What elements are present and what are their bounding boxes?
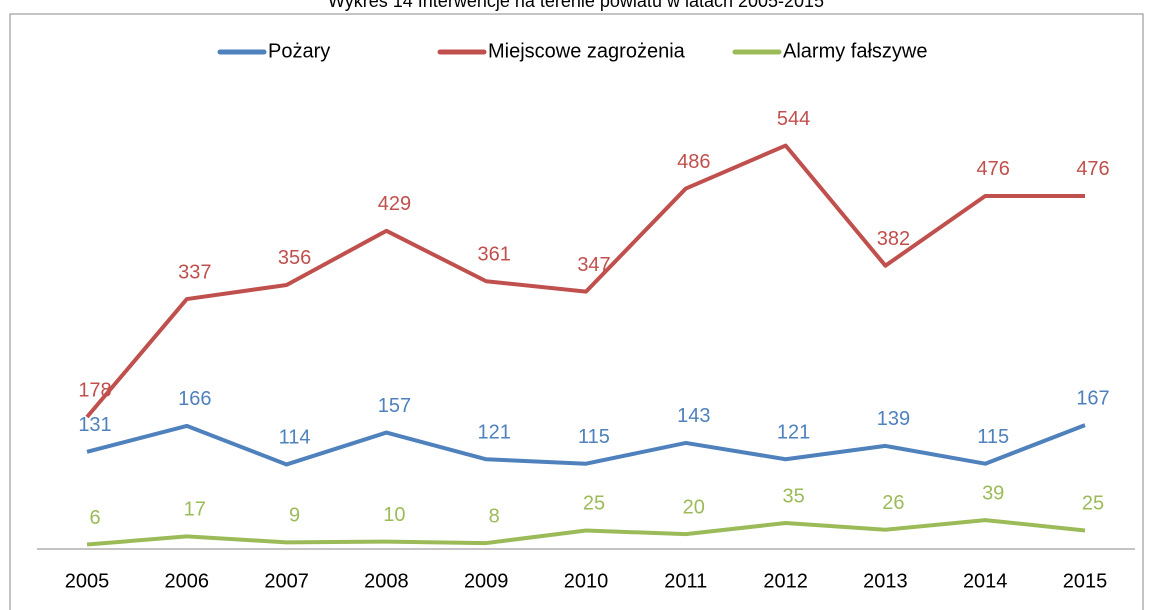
data-label: 26: [882, 492, 904, 514]
data-label: 121: [478, 422, 511, 444]
data-label: 382: [877, 228, 910, 250]
legend-label: Pożary: [268, 40, 330, 62]
data-label: 337: [178, 261, 211, 283]
x-tick-label: 2013: [863, 570, 908, 592]
data-label: 167: [1076, 387, 1109, 409]
data-label: 178: [78, 379, 111, 401]
data-label: 20: [683, 496, 705, 518]
data-label: 544: [777, 108, 810, 130]
data-label: 139: [877, 408, 910, 430]
data-label: 25: [1082, 493, 1104, 515]
x-tick-label: 2010: [564, 570, 609, 592]
series-line: [86, 518, 1086, 547]
x-tick-label: 2006: [165, 570, 210, 592]
data-label: 131: [78, 414, 111, 436]
data-label: 486: [677, 151, 710, 173]
data-label: 143: [677, 405, 710, 427]
data-label: 10: [383, 504, 405, 526]
x-tick-label: 2011: [664, 570, 707, 592]
data-label: 361: [478, 244, 511, 266]
data-label: 39: [982, 482, 1004, 504]
data-label: 6: [89, 507, 100, 529]
x-tick-label: 2008: [364, 570, 409, 592]
x-tick-label: 2005: [65, 570, 110, 592]
data-label: 476: [1076, 158, 1109, 180]
data-label: 35: [782, 485, 804, 507]
legend-label: Alarmy fałszywe: [783, 40, 927, 62]
data-label: 356: [278, 247, 311, 269]
data-label: 17: [184, 499, 206, 521]
data-label: 25: [583, 493, 605, 515]
x-tick-label: 2012: [763, 570, 808, 592]
data-label: 121: [777, 422, 810, 444]
chart-frame: [9, 13, 1144, 610]
series-line: [85, 143, 1085, 419]
chart-title: Wykres 14 Interwencje na terenie powiatu…: [328, 0, 824, 11]
x-tick-label: 2009: [464, 570, 509, 592]
data-label: 115: [977, 426, 1009, 448]
data-label: 347: [577, 254, 610, 276]
x-tick-label: 2007: [264, 570, 309, 592]
x-tick-label: 2015: [1063, 570, 1108, 592]
data-label: 8: [489, 505, 500, 527]
data-label: 429: [378, 193, 411, 215]
data-label: 157: [378, 395, 411, 417]
data-label: 166: [178, 388, 211, 410]
series-line: [86, 423, 1086, 467]
data-label: 115: [578, 426, 610, 448]
data-label: 9: [289, 505, 300, 527]
data-label: 476: [977, 158, 1010, 180]
x-tick-label: 2014: [963, 570, 1008, 592]
legend-label: Miejscowe zagrożenia: [488, 40, 686, 62]
data-label: 114: [279, 427, 311, 449]
